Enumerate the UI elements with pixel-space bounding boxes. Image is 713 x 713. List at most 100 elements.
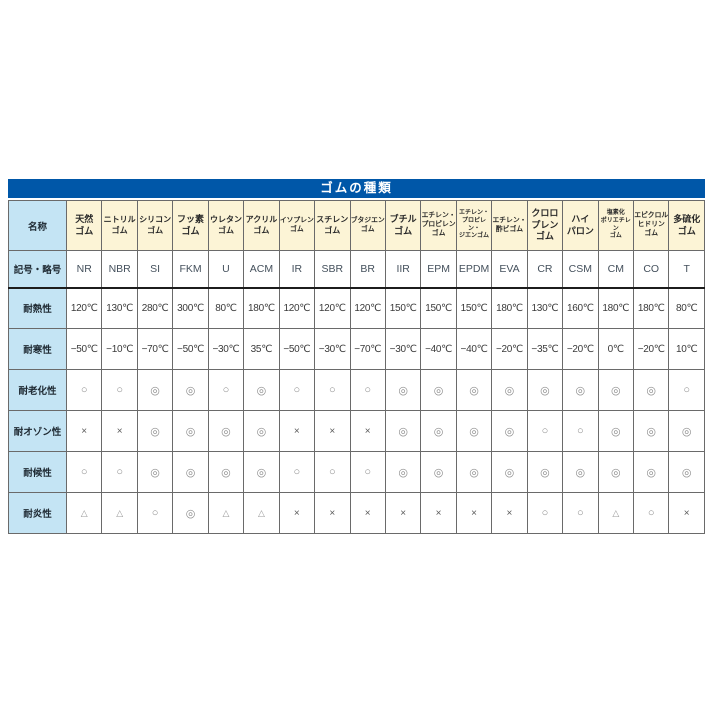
cell-NBR-aging: ○ xyxy=(101,369,138,411)
cell-IR-weather: ○ xyxy=(278,451,316,493)
cell-IR-heat: 120℃ xyxy=(278,286,316,329)
col-header-U: ウレタン ゴム xyxy=(207,200,245,251)
cell-EPDM-heat: 150℃ xyxy=(455,286,493,329)
cell-SI-weather: ◎ xyxy=(136,451,174,493)
cell-CO-cold: −20℃ xyxy=(632,328,670,370)
col-header-CM: 塩素化 ポリエチレン ゴム xyxy=(597,200,635,251)
col-header-ACM: アクリル ゴム xyxy=(243,200,280,251)
cell-SBR-abbr: SBR xyxy=(314,250,351,288)
cell-EPDM-flame: × xyxy=(455,492,493,534)
cell-EPDM-ozone: ◎ xyxy=(455,410,493,452)
cell-EVA-weather: ◎ xyxy=(491,451,528,493)
cell-BR-abbr: BR xyxy=(349,250,386,288)
cell-NR-abbr: NR xyxy=(65,250,103,288)
cell-CO-flame: ○ xyxy=(632,492,670,534)
cell-ACM-abbr: ACM xyxy=(243,250,280,288)
cell-FKM-abbr: FKM xyxy=(172,250,209,288)
cell-CM-flame: △ xyxy=(597,492,635,534)
cell-IIR-heat: 150℃ xyxy=(384,286,422,329)
cell-NR-flame: △ xyxy=(65,492,103,534)
cell-CR-abbr: CR xyxy=(526,250,564,288)
cell-EVA-cold: −20℃ xyxy=(491,328,528,370)
cell-NR-ozone: × xyxy=(65,410,103,452)
cell-ACM-flame: △ xyxy=(243,492,280,534)
col-header-IR: イソプレン ゴム xyxy=(278,200,316,251)
table-title: ゴムの種類 xyxy=(320,181,393,195)
cell-T-flame: × xyxy=(668,492,705,534)
col-header-EVA: エチレン・ 酢ビゴム xyxy=(491,200,528,251)
cell-SBR-flame: × xyxy=(314,492,351,534)
cell-FKM-ozone: ◎ xyxy=(172,410,209,452)
cell-CO-aging: ◎ xyxy=(632,369,670,411)
cell-T-heat: 80℃ xyxy=(668,286,705,329)
cell-U-abbr: U xyxy=(207,250,245,288)
table-body: 記号・略号 NR NBR SI FKM U ACM IR SBR BR IIR EPM EPDM EVA C… xyxy=(8,250,705,534)
cell-CSM-cold: −20℃ xyxy=(562,328,599,370)
cell-IR-ozone: × xyxy=(278,410,316,452)
cell-CSM-flame: ○ xyxy=(562,492,599,534)
header-row: 名称 天然 ゴム ニトリル ゴム シリコン ゴム フッ素 ゴム ウレタン ゴム アクリル ゴ… xyxy=(8,200,705,251)
cell-FKM-aging: ◎ xyxy=(172,369,209,411)
row-weather: 耐候性 ○ ○ ◎ ◎ ◎ ◎ ○ ○ ○ ◎ ◎ ◎ ◎ ◎ ◎ ◎ ◎ ◎ xyxy=(8,451,705,493)
table-head: 名称 天然 ゴム ニトリル ゴム シリコン ゴム フッ素 ゴム ウレタン ゴム アクリル ゴ… xyxy=(8,200,705,251)
cell-CSM-ozone: ○ xyxy=(562,410,599,452)
cell-EPM-weather: ◎ xyxy=(420,451,457,493)
cell-T-aging: ○ xyxy=(668,369,705,411)
cell-T-cold: 10℃ xyxy=(668,328,705,370)
cell-SI-ozone: ◎ xyxy=(136,410,174,452)
cell-CSM-heat: 160℃ xyxy=(562,286,599,329)
cell-CR-flame: ○ xyxy=(526,492,564,534)
cell-BR-aging: ○ xyxy=(349,369,386,411)
cell-EPM-heat: 150℃ xyxy=(420,286,457,329)
cell-EPM-cold: −40℃ xyxy=(420,328,457,370)
cell-FKM-cold: −50℃ xyxy=(172,328,209,370)
row-ozone: 耐オゾン性 × × ◎ ◎ ◎ ◎ × × × ◎ ◎ ◎ ◎ ○ ○ ◎ ◎ ◎ xyxy=(8,410,705,452)
cell-IIR-ozone: ◎ xyxy=(384,410,422,452)
cell-IIR-abbr: IIR xyxy=(384,250,422,288)
cell-ACM-weather: ◎ xyxy=(243,451,280,493)
col-header-NBR: ニトリル ゴム xyxy=(101,200,138,251)
cell-IIR-cold: −30℃ xyxy=(384,328,422,370)
cell-CR-heat: 130℃ xyxy=(526,286,564,329)
cell-NR-cold: −50℃ xyxy=(65,328,103,370)
cell-CR-aging: ◎ xyxy=(526,369,564,411)
cell-IR-abbr: IR xyxy=(278,250,316,288)
cell-BR-ozone: × xyxy=(349,410,386,452)
cell-ACM-aging: ◎ xyxy=(243,369,280,411)
cell-IIR-aging: ◎ xyxy=(384,369,422,411)
row-aging: 耐老化性 ○ ○ ◎ ◎ ○ ◎ ○ ○ ○ ◎ ◎ ◎ ◎ ◎ ◎ ◎ ◎ ○ xyxy=(8,369,705,411)
cell-SBR-ozone: × xyxy=(314,410,351,452)
cell-EPM-ozone: ◎ xyxy=(420,410,457,452)
cell-CSM-weather: ◎ xyxy=(562,451,599,493)
col-header-IIR: ブチル ゴム xyxy=(384,200,422,251)
cell-BR-flame: × xyxy=(349,492,386,534)
cell-EVA-heat: 180℃ xyxy=(491,286,528,329)
cell-U-cold: −30℃ xyxy=(207,328,245,370)
cell-SBR-aging: ○ xyxy=(314,369,351,411)
cell-FKM-flame: ◎ xyxy=(172,492,209,534)
cell-CM-abbr: CM xyxy=(597,250,635,288)
cell-ACM-cold: 35℃ xyxy=(243,328,280,370)
row-header-heat: 耐熱性 xyxy=(8,286,67,329)
row-header-weather: 耐候性 xyxy=(8,451,67,493)
cell-EPDM-cold: −40℃ xyxy=(455,328,493,370)
cell-SI-cold: −70℃ xyxy=(136,328,174,370)
col-header-CSM: ハイ パロン xyxy=(562,200,599,251)
cell-FKM-heat: 300℃ xyxy=(172,286,209,329)
col-header-NR: 天然 ゴム xyxy=(65,200,103,251)
cell-SBR-heat: 120℃ xyxy=(314,286,351,329)
cell-CO-ozone: ◎ xyxy=(632,410,670,452)
cell-IIR-weather: ◎ xyxy=(384,451,422,493)
corner-label: 名称 xyxy=(8,200,67,251)
cell-EPM-abbr: EPM xyxy=(420,250,457,288)
cell-SI-heat: 280℃ xyxy=(136,286,174,329)
row-header-aging: 耐老化性 xyxy=(8,369,67,411)
cell-SI-abbr: SI xyxy=(136,250,174,288)
rubber-types-table: 名称 天然 ゴム ニトリル ゴム シリコン ゴム フッ素 ゴム ウレタン ゴム アクリル ゴ… xyxy=(8,200,705,534)
cell-EPDM-weather: ◎ xyxy=(455,451,493,493)
cell-EPM-aging: ◎ xyxy=(420,369,457,411)
cell-U-ozone: ◎ xyxy=(207,410,245,452)
cell-EPDM-abbr: EPDM xyxy=(455,250,493,288)
cell-T-ozone: ◎ xyxy=(668,410,705,452)
cell-CM-heat: 180℃ xyxy=(597,286,635,329)
